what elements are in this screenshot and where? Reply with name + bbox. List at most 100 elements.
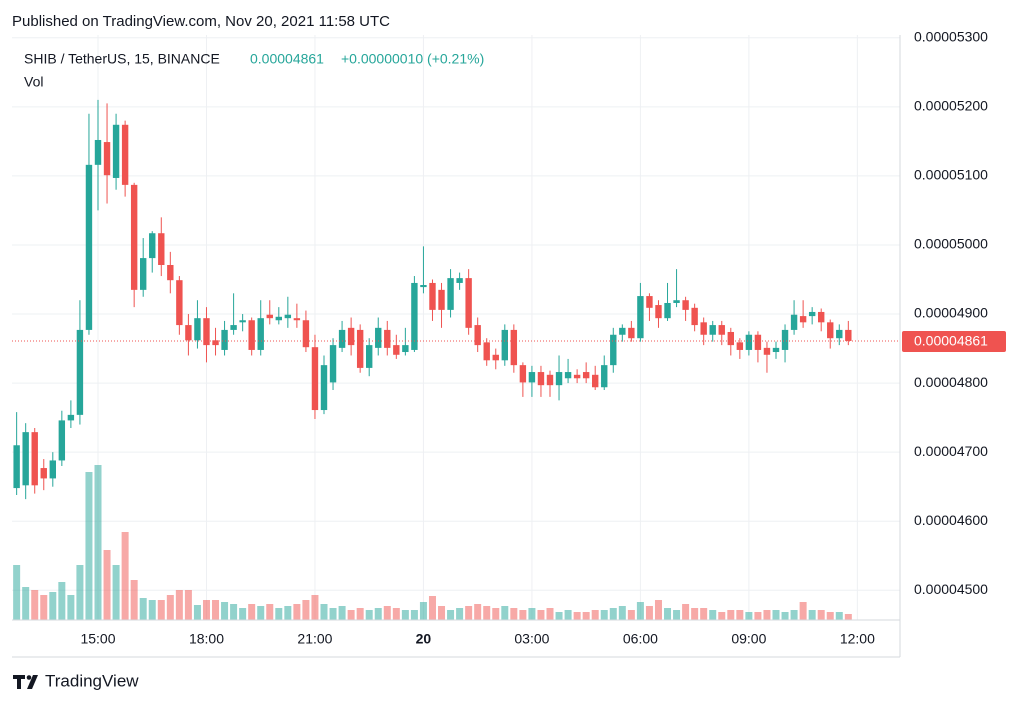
candle-body bbox=[329, 345, 337, 383]
volume-bar bbox=[67, 595, 75, 620]
volume-bar bbox=[148, 600, 156, 620]
volume-bar bbox=[736, 610, 744, 620]
volume-bar bbox=[257, 606, 265, 620]
candle-body bbox=[149, 233, 156, 259]
candle-body bbox=[790, 314, 798, 330]
volume-bar bbox=[555, 612, 563, 620]
candle-body bbox=[103, 142, 111, 176]
candle-body bbox=[682, 300, 689, 310]
candle-body bbox=[356, 329, 364, 368]
volume-label: Vol bbox=[24, 74, 43, 90]
volume-bar bbox=[510, 608, 518, 620]
volume-bar bbox=[40, 595, 48, 620]
x-tick-label: 09:00 bbox=[731, 631, 766, 647]
candle-body bbox=[474, 325, 481, 346]
candle-body bbox=[275, 316, 282, 321]
y-tick-label: 0.00004800 bbox=[914, 374, 988, 390]
volume-bar bbox=[347, 610, 355, 620]
candle-body bbox=[745, 334, 753, 350]
volume-bar bbox=[673, 610, 681, 620]
volume-bar bbox=[808, 610, 816, 620]
volume-bar bbox=[374, 608, 382, 620]
candle-body bbox=[501, 329, 508, 361]
volume-bar bbox=[691, 608, 699, 620]
symbol-text: SHIB / TetherUS, 15, BINANCE bbox=[24, 51, 220, 67]
top-band bbox=[0, 0, 1024, 35]
volume-bar bbox=[175, 590, 183, 620]
candle-body bbox=[655, 305, 662, 319]
candle-body bbox=[58, 420, 66, 461]
candle-body bbox=[239, 320, 246, 323]
candle-body bbox=[555, 372, 563, 386]
price-pane bbox=[12, 99, 900, 500]
x-tick-label: 03:00 bbox=[514, 631, 549, 647]
candle-body bbox=[628, 327, 635, 339]
x-tick-label: 18:00 bbox=[189, 631, 224, 647]
volume-bar bbox=[790, 610, 798, 620]
candle-body bbox=[601, 365, 608, 388]
volume-bar bbox=[654, 600, 662, 620]
volume-bar bbox=[844, 614, 852, 620]
candle-body bbox=[691, 307, 698, 326]
volume-bar bbox=[184, 590, 192, 620]
volume-bar bbox=[618, 606, 626, 620]
candle-body bbox=[781, 329, 789, 350]
grid bbox=[12, 35, 900, 620]
candle-body bbox=[619, 327, 626, 335]
volume-bar bbox=[157, 600, 165, 620]
x-tick-label: 21:00 bbox=[297, 631, 332, 647]
candle-body bbox=[772, 347, 780, 353]
candle-body bbox=[221, 329, 228, 350]
volume-bar bbox=[130, 580, 138, 620]
candle-body bbox=[411, 282, 418, 350]
candle-body bbox=[284, 314, 292, 319]
volume-bar bbox=[447, 610, 455, 620]
volume-bar bbox=[13, 565, 21, 620]
volume-bar bbox=[763, 610, 771, 620]
volume-bar bbox=[465, 606, 473, 620]
candle-body bbox=[31, 432, 38, 486]
volume-bar bbox=[772, 610, 780, 620]
change-text: +0.00000010 (+0.21%) bbox=[341, 51, 484, 67]
candle-body bbox=[736, 342, 744, 350]
candle-body bbox=[393, 345, 400, 355]
candle-body bbox=[176, 280, 183, 326]
last-price-tag bbox=[902, 330, 1006, 352]
axes bbox=[12, 35, 901, 658]
candle-body bbox=[76, 329, 84, 415]
candle-body bbox=[167, 264, 174, 281]
volume-pane bbox=[13, 465, 852, 620]
volume-bar bbox=[166, 595, 174, 620]
candle-body bbox=[429, 282, 436, 310]
volume-bar bbox=[239, 608, 247, 620]
candle-body bbox=[212, 340, 219, 346]
candle-body bbox=[248, 320, 255, 350]
published-text: Published on TradingView.com, Nov 20, 20… bbox=[12, 13, 390, 30]
volume-bar bbox=[546, 608, 554, 620]
last-price-text: 0.00004861 bbox=[250, 51, 324, 67]
volume-bar bbox=[112, 565, 120, 620]
x-tick-label: 06:00 bbox=[623, 631, 658, 647]
volume-bar bbox=[31, 590, 39, 620]
candle-body bbox=[546, 374, 554, 386]
volume-bar bbox=[365, 610, 373, 620]
candle-body bbox=[13, 445, 20, 489]
candle-body bbox=[130, 184, 138, 290]
candle-body bbox=[302, 320, 310, 348]
volume-bar bbox=[49, 592, 57, 620]
candle-body bbox=[375, 327, 382, 348]
candle-body bbox=[727, 331, 734, 346]
volume-bar bbox=[22, 587, 30, 620]
volume-bar bbox=[528, 608, 536, 620]
volume-bar bbox=[94, 465, 102, 620]
candle-body bbox=[763, 347, 771, 355]
volume-bar bbox=[193, 605, 201, 620]
volume-bar bbox=[799, 602, 807, 620]
candle-body bbox=[140, 258, 147, 290]
volume-bar bbox=[383, 606, 391, 620]
x-tick-label: 20 bbox=[416, 631, 432, 647]
volume-bar bbox=[709, 610, 717, 620]
volume-bar bbox=[492, 608, 500, 620]
candle-body bbox=[311, 347, 319, 411]
